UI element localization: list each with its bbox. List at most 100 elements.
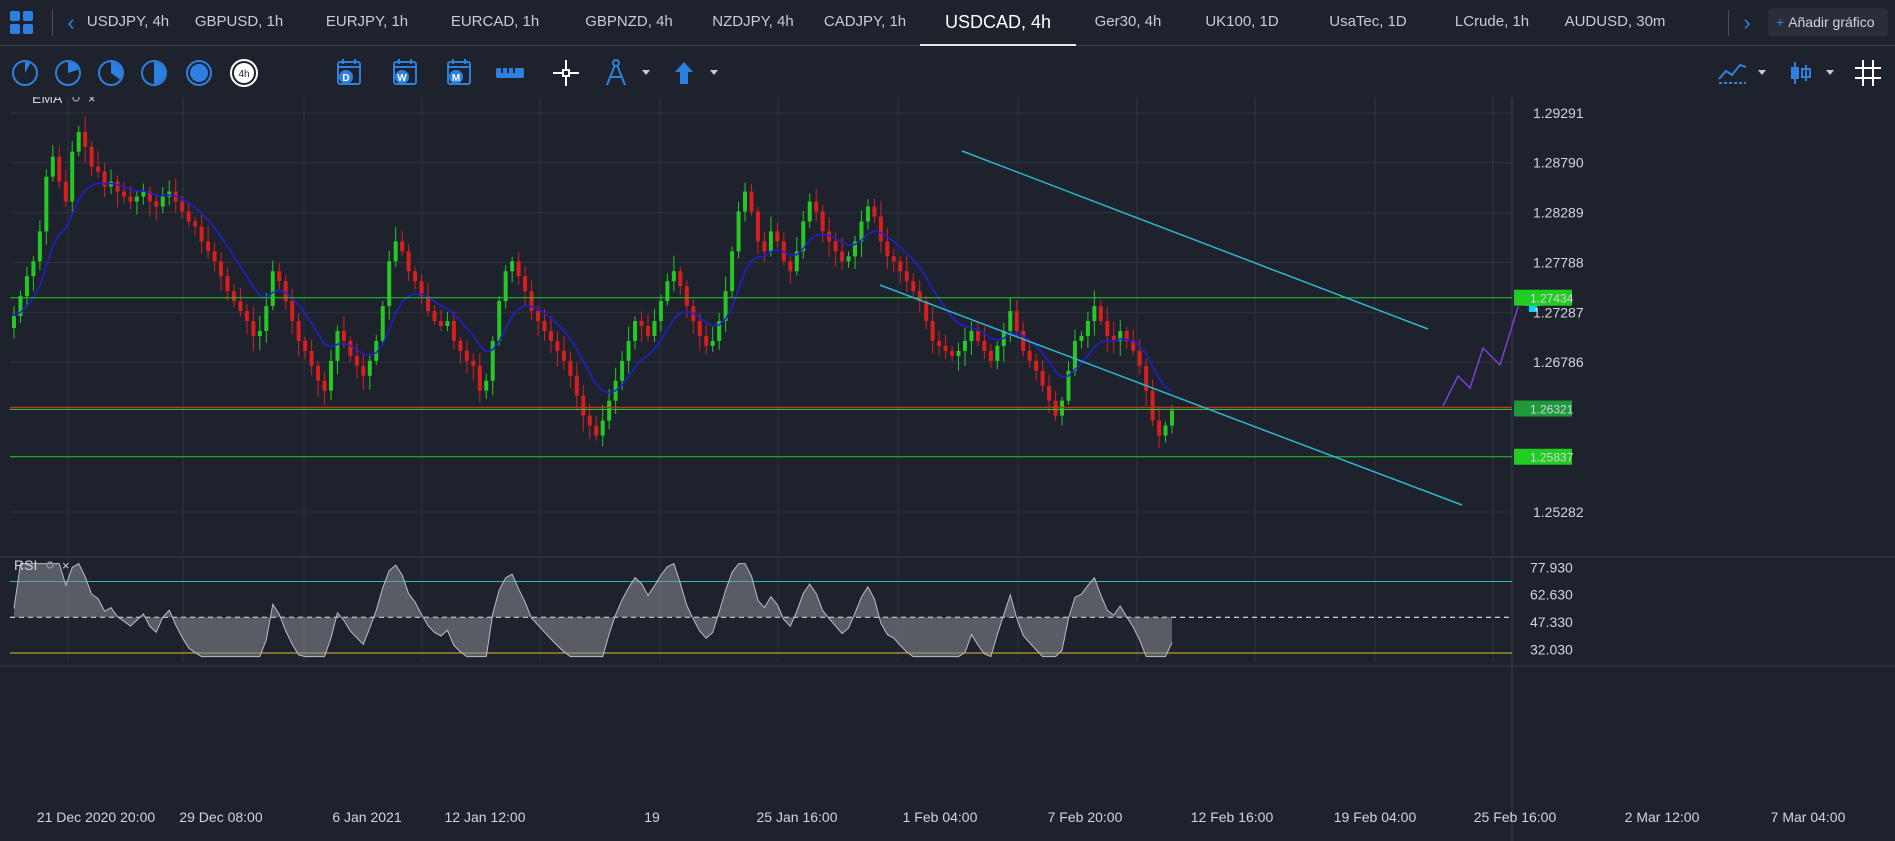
clock-3h-icon[interactable] xyxy=(183,57,215,89)
candle-body xyxy=(891,256,896,262)
candle-body xyxy=(801,221,806,252)
ruler-icon[interactable] xyxy=(494,57,526,89)
calendar-monthly-icon[interactable]: M xyxy=(444,57,476,89)
clock-1h-icon[interactable] xyxy=(95,57,127,89)
tab-gbpusd-1h[interactable]: GBPUSD, 1h xyxy=(194,13,284,30)
candle-body xyxy=(1163,425,1168,436)
ema-close-icon[interactable]: × xyxy=(88,97,96,106)
candle-body xyxy=(574,375,579,396)
price-tag-label-lower: 1.25837 xyxy=(1530,451,1574,465)
calendar-daily-icon[interactable]: D xyxy=(334,57,366,89)
add-chart-button[interactable]: + Añadir gráfico xyxy=(1768,8,1888,36)
ema-settings-icon[interactable] xyxy=(72,97,80,102)
tab-usdcad-4h[interactable]: USDCAD, 4h xyxy=(920,0,1076,46)
rsi-close-icon[interactable]: × xyxy=(62,558,70,573)
time-axis-label: 2 Mar 12:00 xyxy=(1625,809,1700,825)
candle-body xyxy=(244,311,249,322)
candle-body xyxy=(490,340,495,381)
channel-upper-trendline[interactable] xyxy=(961,150,1429,330)
rsi-tick-label: 47.330 xyxy=(1530,614,1573,630)
svg-text:4h: 4h xyxy=(238,69,249,80)
clock-30m-icon[interactable] xyxy=(52,57,84,89)
candle-body xyxy=(1111,335,1116,341)
tab-usdjpy-4h[interactable]: USDJPY, 4h xyxy=(86,13,170,30)
up-arrow-icon[interactable] xyxy=(668,57,700,89)
rsi-tick-label: 32.030 xyxy=(1530,641,1573,657)
time-axis-label: 7 Feb 20:00 xyxy=(1048,809,1123,825)
candle-body xyxy=(1014,311,1019,331)
candle-body xyxy=(147,191,152,202)
candle-body xyxy=(1040,370,1045,386)
rsi-tick-label: 62.630 xyxy=(1530,587,1573,603)
candle-body xyxy=(102,171,107,187)
candle-body xyxy=(438,321,443,326)
candle-body xyxy=(393,241,398,262)
candle-body xyxy=(277,271,282,282)
candle-body xyxy=(846,256,851,262)
candle-body xyxy=(186,211,191,222)
candle-body xyxy=(477,365,482,391)
divider xyxy=(52,10,53,36)
candle-body xyxy=(31,261,36,277)
candle-body xyxy=(626,340,631,361)
projection-path[interactable] xyxy=(1442,306,1519,407)
tab-gbpnzd-4h[interactable]: GBPNZD, 4h xyxy=(585,13,673,30)
candle-body xyxy=(115,181,120,192)
time-axis-label: 19 xyxy=(644,809,660,825)
candle-body xyxy=(904,271,909,282)
clock-4h-icon[interactable]: 4h xyxy=(228,57,260,89)
candlestick-icon[interactable] xyxy=(1784,57,1816,89)
time-axis-label: 25 Jan 16:00 xyxy=(757,809,838,825)
clock-15m-icon[interactable] xyxy=(9,57,41,89)
tab-eurjpy-1h[interactable]: EURJPY, 1h xyxy=(325,13,409,30)
channel-lower-trendline[interactable] xyxy=(879,284,1463,506)
candle-body xyxy=(937,340,942,346)
clock-2h-icon[interactable] xyxy=(138,57,170,89)
candle-body xyxy=(484,380,489,391)
candle-body xyxy=(594,425,599,436)
candle-body xyxy=(426,296,431,312)
candle-body xyxy=(833,241,838,252)
layout-grid-icon[interactable] xyxy=(10,11,34,35)
candle-caret-icon[interactable] xyxy=(1826,70,1834,75)
rsi-settings-icon[interactable] xyxy=(46,561,54,569)
candle-body xyxy=(665,281,670,302)
candle-body xyxy=(878,216,883,242)
compass-caret-icon[interactable] xyxy=(642,70,650,75)
tab-usatec-1d[interactable]: UsaTec, 1D xyxy=(1329,13,1407,30)
tab-eurcad-1h[interactable]: EURCAD, 1h xyxy=(450,13,540,30)
price-tick-label: 1.29291 xyxy=(1533,105,1584,121)
candle-body xyxy=(911,281,916,292)
candle-body xyxy=(730,251,735,292)
price-chart[interactable]: 1.29291 1.28790 1.28289 1.27788 1.27287 1.267… xyxy=(0,97,1895,841)
arrow-caret-icon[interactable] xyxy=(710,70,718,75)
tab-cadjpy-1h[interactable]: CADJPY, 1h xyxy=(823,13,907,30)
candle-body xyxy=(956,350,961,356)
candle-body xyxy=(755,211,760,242)
tab-uk100-1d[interactable]: UK100, 1D xyxy=(1205,13,1279,30)
candle-body xyxy=(1034,360,1039,371)
candle-body xyxy=(225,276,230,292)
candle-body xyxy=(1105,321,1110,336)
candle-body xyxy=(743,191,748,212)
tab-lcrude-1h[interactable]: LCrude, 1h xyxy=(1454,13,1530,30)
tab-ger30-4h[interactable]: Ger30, 4h xyxy=(1094,13,1162,30)
candle-body xyxy=(328,360,333,391)
time-axis-label: 19 Feb 04:00 xyxy=(1334,809,1417,825)
candle-body xyxy=(1027,350,1032,361)
compass-icon[interactable] xyxy=(600,57,632,89)
candle-body xyxy=(400,241,405,252)
time-axis-label: 1 Feb 04:00 xyxy=(903,809,978,825)
price-tag-label-upper: 1.27434 xyxy=(1530,292,1574,306)
scroll-left-icon[interactable]: ‹ xyxy=(67,10,75,35)
time-axis-label: 21 Dec 2020 20:00 xyxy=(37,809,156,825)
scroll-right-icon[interactable]: › xyxy=(1743,10,1751,35)
chart-type-caret-icon[interactable] xyxy=(1758,70,1766,75)
crosshair-icon[interactable] xyxy=(550,57,582,89)
candle-body xyxy=(587,415,592,426)
tab-audusd-30m[interactable]: AUDUSD, 30m xyxy=(1564,13,1666,30)
tab-nzdjpy-4h[interactable]: NZDJPY, 4h xyxy=(712,13,794,30)
line-chart-icon[interactable] xyxy=(1716,57,1748,89)
calendar-weekly-icon[interactable]: W xyxy=(390,57,422,89)
grid-icon[interactable] xyxy=(1852,57,1884,89)
